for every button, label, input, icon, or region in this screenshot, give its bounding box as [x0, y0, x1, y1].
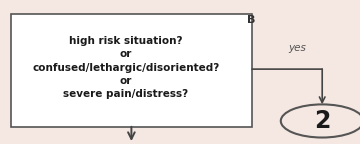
Circle shape: [281, 104, 360, 138]
FancyBboxPatch shape: [11, 14, 252, 127]
Text: 2: 2: [314, 109, 330, 133]
Text: B: B: [247, 15, 255, 25]
Text: high risk situation?
or
confused/lethargic/disoriented?
or
severe pain/distress?: high risk situation? or confused/letharg…: [32, 36, 220, 99]
Text: yes: yes: [288, 43, 306, 53]
